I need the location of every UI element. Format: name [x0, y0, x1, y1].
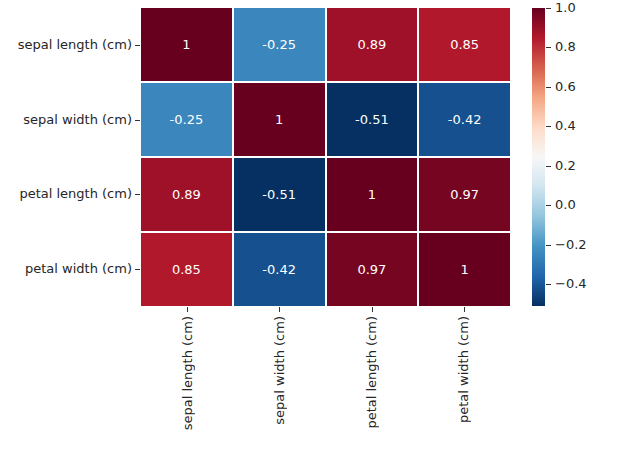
colorbar-tick-label: 0.2 — [555, 158, 576, 174]
y-tick-label: sepal width (cm) — [0, 112, 132, 128]
colorbar-tick-label: 1.0 — [555, 0, 576, 16]
colorbar-tick-mark — [546, 126, 551, 127]
colorbar-tick-mark — [546, 245, 551, 246]
cell-value: 1 — [368, 188, 376, 201]
x-tick-mark — [372, 307, 373, 312]
y-tick-mark — [135, 194, 140, 195]
heatmap-cell: 1 — [327, 158, 418, 231]
x-tick-label-text: petal width (cm) — [456, 316, 471, 423]
cell-value: 0.85 — [172, 263, 201, 276]
colorbar-tick-mark — [546, 8, 551, 9]
heatmap-cell: -0.42 — [419, 83, 510, 156]
cell-value: -0.25 — [262, 38, 296, 51]
colorbar-tick-label: −0.2 — [555, 237, 587, 253]
x-tick-label: sepal width (cm) — [270, 316, 288, 451]
y-tick-mark — [135, 269, 140, 270]
colorbar-tick-label: −0.4 — [555, 276, 587, 292]
x-tick-label: petal length (cm) — [363, 316, 381, 451]
colorbar-tick-mark — [546, 284, 551, 285]
cell-value: 1 — [182, 38, 190, 51]
y-tick-label: petal length (cm) — [0, 186, 132, 202]
correlation-heatmap-figure: 1 -0.25 0.89 0.85 -0.25 1 -0.51 -0.42 0.89 -0.51 1… — [0, 0, 622, 472]
cell-value: 0.89 — [172, 188, 201, 201]
colorbar-tick-mark — [546, 47, 551, 48]
colorbar-tick-label: 0.4 — [555, 118, 576, 134]
cell-value: 1 — [460, 263, 468, 276]
cell-value: -0.51 — [355, 113, 389, 126]
cell-value: -0.51 — [262, 188, 296, 201]
heatmap-cell: -0.51 — [327, 83, 418, 156]
cell-value: 0.89 — [357, 38, 386, 51]
y-tick-label: sepal length (cm) — [0, 37, 132, 53]
y-tick-mark — [135, 120, 140, 121]
x-tick-mark — [279, 307, 280, 312]
heatmap-cell: 0.97 — [327, 233, 418, 306]
heatmap-cell: 0.85 — [419, 8, 510, 81]
heatmap-cell: 1 — [234, 83, 325, 156]
colorbar-tick-mark — [546, 87, 551, 88]
cell-value: -0.42 — [448, 113, 482, 126]
heatmap-cell: -0.25 — [141, 83, 232, 156]
cell-value: -0.42 — [262, 263, 296, 276]
cell-value: 0.97 — [450, 188, 479, 201]
colorbar-tick-mark — [546, 166, 551, 167]
x-tick-mark — [187, 307, 188, 312]
colorbar-tick-label: 0.6 — [555, 79, 576, 95]
x-tick-label-text: sepal width (cm) — [272, 316, 287, 425]
colorbar-gradient — [532, 8, 545, 306]
heatmap-cell: -0.25 — [234, 8, 325, 81]
heatmap-cell: 0.85 — [141, 233, 232, 306]
heatmap-cell: 0.89 — [327, 8, 418, 81]
cell-value: 1 — [275, 113, 283, 126]
x-tick-mark — [464, 307, 465, 312]
colorbar-tick-label: 0.0 — [555, 197, 576, 213]
x-tick-label: sepal length (cm) — [178, 316, 196, 451]
heatmap-grid: 1 -0.25 0.89 0.85 -0.25 1 -0.51 -0.42 0.89 -0.51 1… — [141, 8, 510, 306]
colorbar-tick-label: 0.8 — [555, 39, 576, 55]
x-tick-label: petal width (cm) — [455, 316, 473, 451]
heatmap-cell: 1 — [141, 8, 232, 81]
x-tick-label-text: sepal length (cm) — [180, 316, 195, 430]
cell-value: 0.97 — [357, 263, 386, 276]
colorbar-tick-mark — [546, 205, 551, 206]
heatmap-cell: -0.42 — [234, 233, 325, 306]
y-tick-mark — [135, 45, 140, 46]
cell-value: 0.85 — [450, 38, 479, 51]
heatmap-cell: 0.97 — [419, 158, 510, 231]
y-tick-label: petal width (cm) — [0, 261, 132, 277]
heatmap-cell: 0.89 — [141, 158, 232, 231]
x-tick-label-text: petal length (cm) — [364, 316, 379, 429]
heatmap-cell: -0.51 — [234, 158, 325, 231]
heatmap-cell: 1 — [419, 233, 510, 306]
cell-value: -0.25 — [170, 113, 204, 126]
